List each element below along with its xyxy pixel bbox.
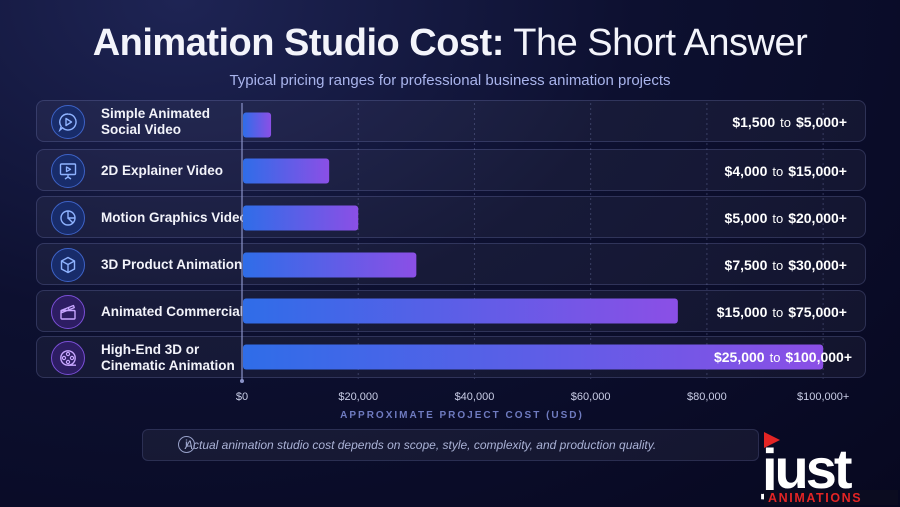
play-bubble-icon: [51, 105, 85, 139]
bar: [243, 205, 359, 231]
row-card: 2D Explainer Video $4,000 to $15,000+: [36, 149, 866, 191]
row-card: Simple Animated Social Video $1,500 to $5,…: [36, 100, 866, 142]
presentation-screen-icon: [51, 154, 85, 188]
logo-word: just: [761, 437, 852, 500]
row-label: Animated Commercial: [101, 304, 244, 319]
film-reel-icon: [51, 341, 85, 375]
x-tick-label: $60,000: [571, 391, 611, 403]
just-animations-logo: just ANIMATIONS: [761, 432, 898, 505]
row-label: Simple Animated Social Video: [101, 106, 211, 137]
price-range: $4,000 to $15,000+: [724, 163, 847, 179]
footnote: Actual animation studio cost depends on …: [142, 429, 759, 461]
bar: [243, 158, 330, 184]
bar: [243, 298, 678, 324]
page-subtitle: Typical pricing ranges for professional …: [229, 72, 671, 89]
row-card-overlay: $25,000 to $100,000+: [36, 336, 866, 378]
logo-play-mark: [764, 432, 780, 448]
x-tick-label: $40,000: [455, 391, 495, 403]
footnote-text: Actual animation studio cost depends on …: [185, 438, 657, 452]
x-axis-title: APPROXIMATE PROJECT COST (USD): [340, 410, 584, 421]
price-range: $25,000 to $100,000+: [713, 349, 852, 365]
row-label: 2D Explainer Video: [101, 163, 224, 178]
row-card: Motion Graphics Video $5,000 to $20,000+: [36, 196, 866, 238]
title-light: The Short Answer: [513, 22, 808, 64]
row-card: 3D Product Animation $7,500 to $30,000+: [36, 243, 866, 285]
x-tick-label: $80,000: [687, 391, 727, 403]
row-label: High-End 3D or Cinematic Animation: [101, 342, 235, 373]
title-bold: Animation Studio Cost:: [92, 22, 505, 64]
bar: [243, 344, 824, 370]
x-tick-label: $0: [236, 391, 248, 403]
axis-origin-dot: [240, 379, 244, 383]
page-title: Animation Studio Cost: The Short Answer: [0, 22, 900, 65]
price-range: $15,000 to $75,000+: [716, 304, 847, 320]
bar: [243, 112, 272, 138]
logo-tagline: ANIMATIONS: [768, 491, 862, 505]
price-range: $7,500 to $30,000+: [724, 257, 847, 273]
clapperboard-icon: [51, 295, 85, 329]
row-label: 3D Product Animation: [101, 257, 243, 272]
x-tick-label: $20,000: [338, 391, 378, 403]
pie-chart-icon: [51, 201, 85, 235]
price-range: $1,500 to $5,000+: [732, 114, 847, 130]
bar: [243, 252, 417, 278]
price-range: $5,000 to $20,000+: [724, 210, 847, 226]
x-tick-label: $100,000+: [797, 391, 849, 403]
cube-icon: [51, 248, 85, 282]
row-label: Motion Graphics Video: [101, 210, 248, 225]
info-icon: i: [178, 436, 195, 453]
